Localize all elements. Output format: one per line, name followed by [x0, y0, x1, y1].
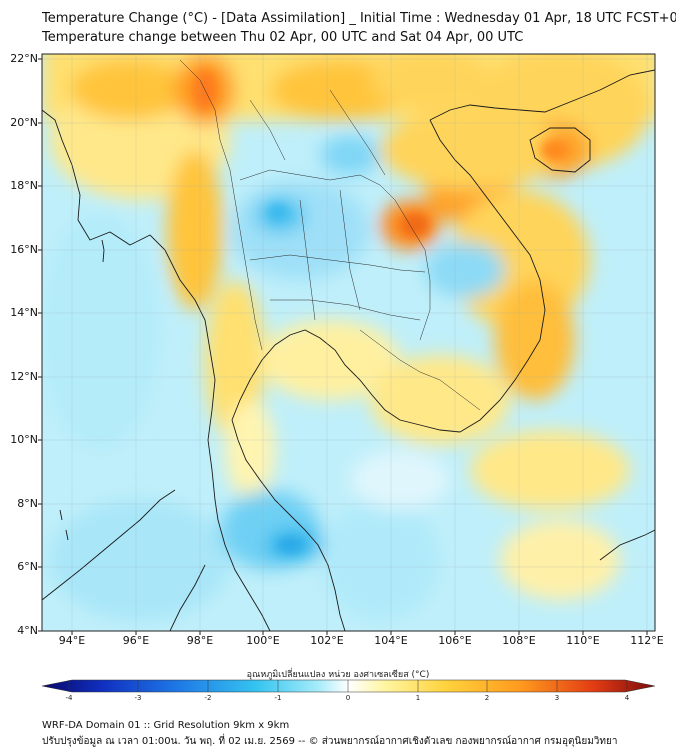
- lat-label: 4°N: [17, 624, 38, 637]
- lon-label: 110°E: [566, 634, 600, 647]
- lat-label: 10°N: [10, 433, 38, 446]
- colorbar-tick: 4: [624, 694, 630, 702]
- lon-label: 98°E: [186, 634, 214, 647]
- graticule: [42, 54, 655, 631]
- temperature-field: [42, 54, 655, 631]
- colorbar-tick: -4: [65, 694, 73, 702]
- lat-label: 18°N: [10, 179, 38, 192]
- colorbar-tick: -2: [204, 694, 212, 702]
- map-title: Temperature Change (°C) - [Data Assimila…: [42, 11, 676, 26]
- colorbar-tick: 2: [484, 694, 490, 702]
- colorbar-tick: 0: [345, 694, 351, 702]
- lon-label: 112°E: [630, 634, 664, 647]
- admin-borders: [179, 59, 481, 411]
- map-frame: [41, 53, 656, 632]
- lat-label: 8°N: [17, 497, 38, 510]
- lat-label: 22°N: [10, 52, 38, 65]
- lat-label: 16°N: [10, 243, 38, 256]
- colorbar-tick: 3: [554, 694, 560, 702]
- lat-label: 6°N: [17, 560, 38, 573]
- lat-label: 12°N: [10, 370, 38, 383]
- lat-label: 20°N: [10, 116, 38, 129]
- footer-model-info: WRF-DA Domain 01 :: Grid Resolution 9km …: [42, 720, 290, 731]
- colorbar: [41, 679, 656, 693]
- colorbar-tick: -3: [134, 694, 142, 702]
- lon-label: 104°E: [374, 634, 408, 647]
- lon-label: 96°E: [122, 634, 150, 647]
- lat-label: 14°N: [10, 306, 38, 319]
- lon-label: 100°E: [246, 634, 280, 647]
- footer-credit: ปรับปรุงข้อมูล ณ เวลา 01:00น. วัน พฤ. ที…: [42, 736, 618, 747]
- colorbar-tick: -1: [274, 694, 282, 702]
- map-subtitle: Temperature change between Thu 02 Apr, 0…: [42, 30, 524, 45]
- lon-label: 94°E: [58, 634, 86, 647]
- colorbar-tick: 1: [415, 694, 421, 702]
- axis-ticks: [38, 58, 648, 635]
- coastlines: [42, 69, 655, 631]
- lon-label: 106°E: [438, 634, 472, 647]
- colorbar-label: อุณหภูมิเปลี่ยนแปลง หน่วย องศาเซลเซียส (…: [246, 670, 430, 680]
- lon-label: 102°E: [310, 634, 344, 647]
- lon-label: 108°E: [502, 634, 536, 647]
